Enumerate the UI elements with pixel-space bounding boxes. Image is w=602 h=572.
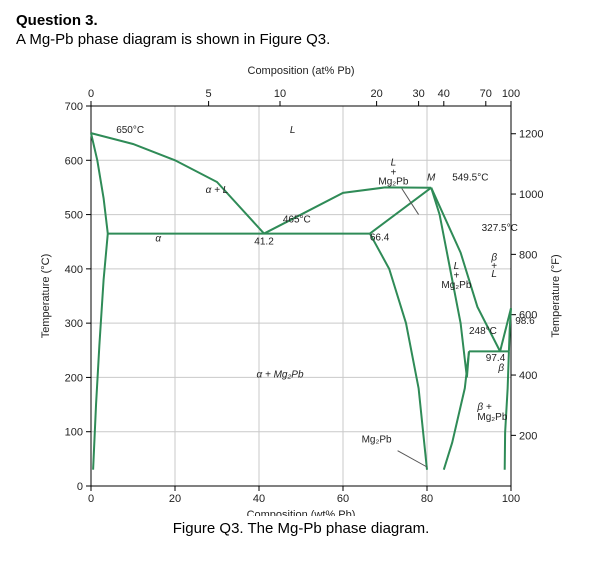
svg-text:248°C: 248°C <box>469 326 497 337</box>
svg-text:20: 20 <box>370 88 382 100</box>
svg-text:Mg₂Pb: Mg₂Pb <box>477 412 507 423</box>
svg-text:500: 500 <box>65 210 83 222</box>
svg-text:60: 60 <box>337 493 349 505</box>
svg-text:100: 100 <box>502 493 520 505</box>
svg-text:Mg₂Pb: Mg₂Pb <box>378 177 408 188</box>
svg-text:α + L: α + L <box>206 185 229 196</box>
svg-text:400: 400 <box>65 264 83 276</box>
svg-text:L: L <box>491 269 497 280</box>
svg-text:100: 100 <box>65 427 83 439</box>
question-number: Question 3. <box>16 12 586 29</box>
svg-text:β: β <box>497 363 504 374</box>
phase-diagram: 020406080100Composition (wt% Pb)(Mg)(Pb)… <box>21 56 581 516</box>
svg-text:5: 5 <box>206 88 212 100</box>
svg-text:α: α <box>155 234 161 245</box>
svg-text:1000: 1000 <box>519 189 543 201</box>
svg-text:40: 40 <box>438 88 450 100</box>
svg-text:650°C: 650°C <box>116 125 144 136</box>
svg-text:1200: 1200 <box>519 129 543 141</box>
figure-caption: Figure Q3. The Mg-Pb phase diagram. <box>16 520 586 537</box>
svg-text:Mg₂Pb: Mg₂Pb <box>441 280 471 291</box>
svg-text:70: 70 <box>480 88 492 100</box>
svg-text:Composition (wt% Pb): Composition (wt% Pb) <box>247 509 356 516</box>
svg-text:L: L <box>290 125 296 136</box>
svg-text:0: 0 <box>88 493 94 505</box>
svg-text:30: 30 <box>412 88 424 100</box>
svg-text:80: 80 <box>421 493 433 505</box>
svg-text:200: 200 <box>519 430 537 442</box>
svg-text:100: 100 <box>502 88 520 100</box>
svg-text:0: 0 <box>88 88 94 100</box>
svg-text:Composition (at% Pb): Composition (at% Pb) <box>248 65 355 77</box>
svg-text:0: 0 <box>77 481 83 493</box>
svg-text:Temperature (°C): Temperature (°C) <box>40 254 52 338</box>
svg-text:400: 400 <box>519 370 537 382</box>
svg-text:98.6: 98.6 <box>515 316 535 327</box>
svg-text:20: 20 <box>169 493 181 505</box>
svg-text:700: 700 <box>65 101 83 113</box>
svg-text:327.5°C: 327.5°C <box>482 223 518 234</box>
svg-text:300: 300 <box>65 318 83 330</box>
svg-text:40: 40 <box>253 493 265 505</box>
svg-text:41.2: 41.2 <box>254 236 274 247</box>
question-text: A Mg-Pb phase diagram is shown in Figure… <box>16 31 586 48</box>
svg-text:M: M <box>427 172 436 183</box>
svg-text:66.4: 66.4 <box>370 233 390 244</box>
svg-text:10: 10 <box>274 88 286 100</box>
svg-text:800: 800 <box>519 249 537 261</box>
svg-text:Mg₂Pb: Mg₂Pb <box>362 435 392 446</box>
svg-text:600: 600 <box>65 155 83 167</box>
svg-text:200: 200 <box>65 372 83 384</box>
svg-text:α + Mg₂Pb: α + Mg₂Pb <box>256 369 303 380</box>
svg-text:Temperature (°F): Temperature (°F) <box>550 254 562 337</box>
svg-text:549.5°C: 549.5°C <box>452 172 488 183</box>
svg-text:465°C: 465°C <box>283 215 311 226</box>
